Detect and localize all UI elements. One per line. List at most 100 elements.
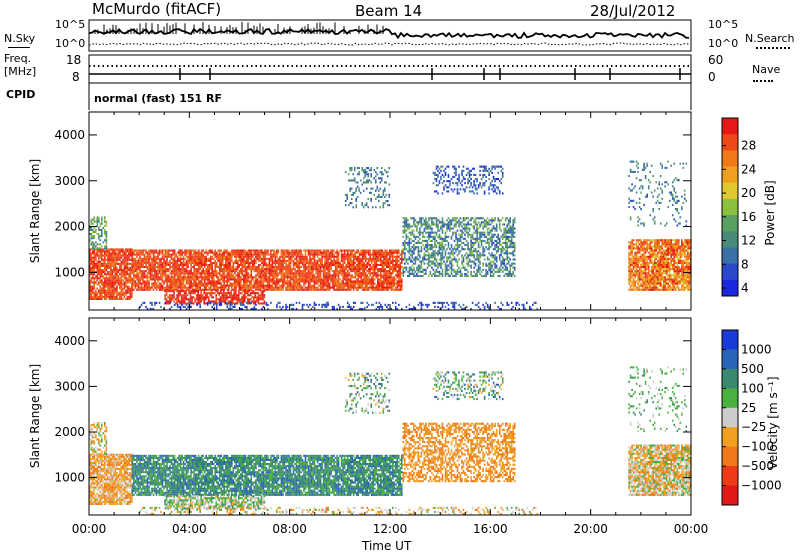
echo-cell [210, 290, 213, 293]
echo-cell [221, 288, 224, 291]
echo-cell [413, 248, 415, 251]
echo-cell [378, 280, 381, 283]
echo-cell [357, 278, 359, 281]
echo-cell [228, 288, 230, 291]
echo-cell [307, 272, 310, 275]
echo-cell [328, 253, 331, 256]
echo-cell [238, 251, 241, 254]
echo-cell [120, 291, 123, 294]
echo-cell [262, 257, 265, 260]
echo-cell [179, 274, 182, 277]
echo-cell [405, 260, 408, 263]
echo-cell [342, 257, 344, 260]
echo-cell [209, 294, 211, 297]
echo-cell [331, 286, 334, 289]
echo-cell [372, 286, 374, 289]
echo-cell [105, 258, 108, 261]
echo-cell [149, 266, 152, 269]
echo-cell [376, 187, 379, 190]
echo-cell [411, 260, 414, 263]
echo-cell [399, 276, 402, 279]
echo-cell [146, 268, 149, 271]
echo-cell [407, 274, 409, 277]
echo-cell [146, 280, 149, 283]
echo-cell [108, 277, 111, 280]
echo-cell [157, 251, 159, 254]
echo-cell [455, 225, 457, 228]
echo-cell [205, 272, 207, 275]
echo-cell [240, 251, 242, 254]
echo-cell [351, 270, 353, 273]
echo-cell [253, 259, 256, 262]
echo-cell [107, 295, 109, 298]
echo-cell [104, 271, 106, 274]
echo-cell [384, 253, 387, 256]
echo-cell [126, 271, 129, 274]
echo-cell [343, 251, 346, 254]
echo-cell [366, 257, 368, 260]
echo-cell [254, 294, 257, 297]
echo-cell [139, 251, 141, 254]
echo-cell [434, 262, 436, 265]
echo-cell [352, 261, 355, 264]
echo-cell [236, 298, 239, 301]
echo-cell [220, 274, 222, 277]
echo-cell [259, 255, 262, 258]
echo-cell [173, 257, 176, 260]
echo-cell [152, 284, 155, 287]
echo-cell [129, 291, 132, 294]
echo-cell [428, 252, 430, 255]
echo-cell [240, 253, 242, 256]
echo-cell [104, 220, 106, 223]
echo-cell [375, 257, 378, 260]
echo-cell [441, 237, 444, 240]
echo-cell [390, 276, 393, 279]
echo-cell [137, 276, 140, 279]
echo-cell [104, 273, 106, 276]
echo-cell [297, 253, 299, 256]
echo-cell [93, 230, 96, 233]
echo-cell [238, 272, 241, 275]
echo-cell [169, 266, 171, 269]
echo-cell [92, 218, 94, 221]
echo-cell [258, 284, 260, 287]
echo-cell [309, 259, 311, 262]
echo-cell [119, 287, 121, 290]
echo-cell [184, 274, 186, 277]
echo-cell [253, 266, 256, 269]
echo-cell [107, 262, 109, 265]
echo-cell [349, 179, 351, 182]
echo-cell [276, 253, 278, 256]
echo-cell [405, 235, 408, 238]
echo-cell [182, 272, 185, 275]
echo-cell [372, 276, 374, 279]
nsky-tick-high: 10^5 [55, 18, 86, 31]
echo-cell [453, 256, 456, 259]
echo-cell [122, 297, 124, 300]
echo-cell [346, 274, 349, 277]
echo-cell [188, 270, 191, 273]
echo-cell [229, 266, 232, 269]
echo-cell [364, 280, 367, 283]
echo-cell [148, 276, 150, 279]
echo-cell [386, 278, 388, 281]
echo-cell [286, 280, 289, 283]
echo-cell [437, 241, 439, 244]
echo-cell [292, 268, 295, 271]
echo-cell [297, 284, 299, 287]
echo-cell [258, 268, 260, 271]
echo-cell [262, 259, 265, 262]
echo-cell [276, 288, 278, 291]
echo-cell [139, 276, 141, 279]
echo-cell [89, 228, 91, 231]
echo-cell [369, 266, 371, 269]
echo-cell [200, 251, 203, 254]
echo-cell [182, 263, 185, 266]
echo-cell [255, 280, 257, 283]
echo-cell [191, 274, 194, 277]
echo-cell [346, 257, 349, 260]
echo-cell [178, 257, 180, 260]
echo-cell [373, 263, 376, 266]
echo-cell [151, 263, 153, 266]
echo-cell [178, 249, 180, 252]
